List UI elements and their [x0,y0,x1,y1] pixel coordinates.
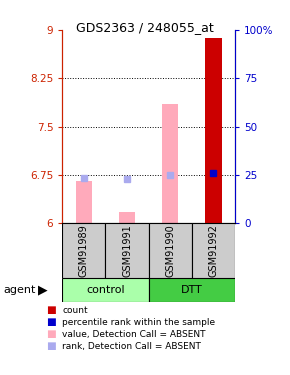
Bar [205,38,222,223]
Bar [76,181,92,223]
Bar [106,223,148,278]
Text: GSM91989: GSM91989 [79,224,89,277]
Text: percentile rank within the sample: percentile rank within the sample [62,318,215,327]
Text: value, Detection Call = ABSENT: value, Detection Call = ABSENT [62,330,206,339]
Bar [162,104,178,223]
Bar [205,38,222,223]
Text: GSM91990: GSM91990 [165,224,175,277]
Text: control: control [86,285,125,295]
Text: GDS2363 / 248055_at: GDS2363 / 248055_at [76,21,214,34]
Bar [148,223,192,278]
Text: ■: ■ [46,341,56,351]
Text: GSM91991: GSM91991 [122,224,132,277]
Text: ■: ■ [46,305,56,315]
Text: count: count [62,306,88,315]
Text: ■: ■ [46,329,56,339]
Text: rank, Detection Call = ABSENT: rank, Detection Call = ABSENT [62,342,201,351]
Bar [62,223,106,278]
Bar [119,211,135,223]
Text: ▶: ▶ [38,283,47,296]
Text: ■: ■ [46,317,56,327]
Bar [192,223,235,278]
Text: agent: agent [3,285,35,295]
Bar [148,278,235,302]
Text: GSM91992: GSM91992 [208,224,218,277]
Bar [62,278,148,302]
Text: DTT: DTT [181,285,203,295]
